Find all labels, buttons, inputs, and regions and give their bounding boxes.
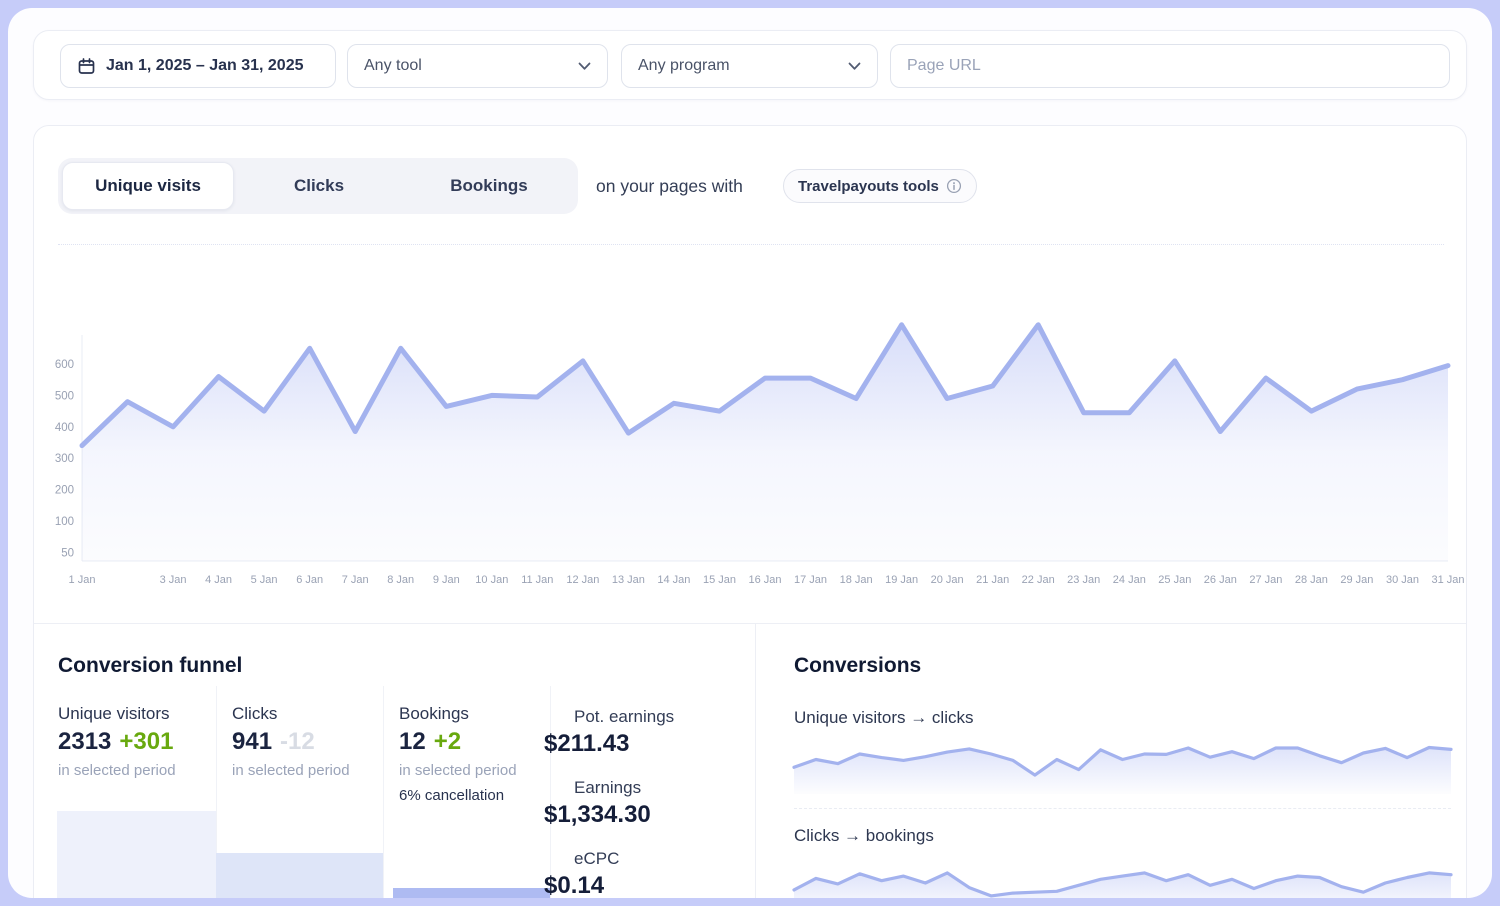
info-icon[interactable] [946,178,962,194]
svg-text:9 Jan: 9 Jan [433,574,460,586]
svg-text:22 Jan: 22 Jan [1022,574,1055,586]
pot-earnings-label: Pot. earnings [574,707,675,726]
svg-text:23 Jan: 23 Jan [1067,574,1100,586]
tool-select[interactable]: Any tool [347,44,608,88]
sections-divider [34,623,1466,624]
svg-text:4 Jan: 4 Jan [205,574,232,586]
svg-text:3 Jan: 3 Jan [160,574,187,586]
cancellation-note: 6% cancellation [399,787,505,804]
dashboard-app: Jan 1, 2025 – Jan 31, 2025 Any tool Any … [8,8,1492,898]
program-select-value: Any program [638,57,730,74]
stat-caption: in selected period [399,762,517,779]
ecpc-value: $0.14 [544,872,605,898]
conversions-divider [794,808,1451,809]
funnel-bar-clicks [216,853,383,898]
svg-text:300: 300 [55,453,74,465]
svg-text:15 Jan: 15 Jan [703,574,736,586]
funnel-column-divider [550,686,551,898]
stat-label: Clicks [232,704,278,723]
svg-text:14 Jan: 14 Jan [657,574,690,586]
stat-delta: +2 [433,728,462,755]
conversions-title: Conversions [794,654,922,677]
svg-text:21 Jan: 21 Jan [976,574,1009,586]
tabs-suffix-text: on your pages with [596,175,743,196]
svg-text:30 Jan: 30 Jan [1386,574,1419,586]
svg-text:17 Jan: 17 Jan [794,574,827,586]
stat-caption: in selected period [232,762,350,779]
svg-text:26 Jan: 26 Jan [1204,574,1237,586]
stat-value: 2313 [58,728,112,755]
svg-text:6 Jan: 6 Jan [296,574,323,586]
stat-caption: in selected period [58,762,176,779]
svg-text:28 Jan: 28 Jan [1295,574,1328,586]
svg-text:1 Jan: 1 Jan [69,574,96,586]
tab-clicks[interactable]: Clicks [293,176,345,195]
earnings-label: Earnings [574,778,642,797]
funnel-bar-visitors [57,811,216,898]
svg-text:100: 100 [55,516,74,528]
travelpayouts-tools-badge[interactable]: Travelpayouts tools [783,169,977,203]
chevron-down-icon [848,62,861,71]
page-url-input[interactable] [907,57,1433,75]
svg-text:8 Jan: 8 Jan [387,574,414,586]
svg-text:7 Jan: 7 Jan [342,574,369,586]
metric-tabs: Unique visits Clicks Bookings [58,158,578,214]
svg-text:600: 600 [55,359,74,371]
page-url-field [890,44,1450,88]
stat-label: Unique visitors [58,704,170,723]
svg-text:13 Jan: 13 Jan [612,574,645,586]
svg-text:50: 50 [61,547,74,559]
stat-label: Bookings [399,704,469,723]
svg-text:18 Jan: 18 Jan [840,574,873,586]
date-range-value: Jan 1, 2025 – Jan 31, 2025 [106,57,304,74]
svg-text:400: 400 [55,422,74,434]
svg-text:16 Jan: 16 Jan [748,574,781,586]
svg-text:5 Jan: 5 Jan [251,574,278,586]
svg-text:12 Jan: 12 Jan [566,574,599,586]
conversion-funnel-title: Conversion funnel [58,654,243,677]
stat-value: 12 [399,728,426,755]
program-select[interactable]: Any program [621,44,878,88]
svg-text:500: 500 [55,390,74,402]
stat-delta: -12 [280,728,315,755]
earnings-value: $1,334.30 [544,801,651,828]
svg-text:29 Jan: 29 Jan [1340,574,1373,586]
svg-text:24 Jan: 24 Jan [1113,574,1146,586]
stat-unique-visitors: Unique visitors 2313 +301 in selected per… [58,704,176,779]
chevron-down-icon [578,62,591,71]
visitors-to-clicks-label: Unique visitors → clicks [794,708,974,727]
visits-chart: 600 500 400 300 200 100 50 1 Jan 3 Jan 4 Jan 5 Jan… [48,321,1465,587]
ecpc-label: eCPC [574,849,620,868]
visitors-to-clicks-sparkline [792,738,1453,794]
pot-earnings-value: $211.43 [544,730,630,757]
visits-chart-svg: 600 500 400 300 200 100 50 1 Jan 3 Jan 4 Jan 5 Jan… [55,322,1465,586]
analytics-card: Unique visits Clicks Bookings on your pa… [33,125,1467,898]
svg-text:19 Jan: 19 Jan [885,574,918,586]
clicks-to-bookings-label: Clicks → bookings [794,826,934,845]
funnel-column-divider [216,686,217,898]
tool-select-value: Any tool [364,57,422,74]
tab-unique-visits[interactable]: Unique visits [62,162,234,210]
date-range-picker[interactable]: Jan 1, 2025 – Jan 31, 2025 [60,44,336,88]
calendar-icon [77,57,96,76]
tab-bookings[interactable]: Bookings [450,176,528,195]
stat-clicks: Clicks 941 -12 in selected period [232,704,350,779]
filter-bar: Jan 1, 2025 – Jan 31, 2025 Any tool Any … [33,30,1467,100]
svg-text:31 Jan: 31 Jan [1431,574,1464,586]
funnel-bar-bookings [393,888,550,898]
stat-bookings: Bookings 12 +2 in selected period 6% canc… [399,704,517,804]
tabs-divider [58,244,1444,245]
svg-text:20 Jan: 20 Jan [931,574,964,586]
clicks-to-bookings-sparkline [792,856,1453,898]
badge-label: Travelpayouts tools [798,177,939,195]
panels-divider [755,623,756,898]
svg-text:200: 200 [55,485,74,497]
svg-text:27 Jan: 27 Jan [1249,574,1282,586]
svg-text:25 Jan: 25 Jan [1158,574,1191,586]
svg-text:11 Jan: 11 Jan [521,574,553,586]
stat-delta: +301 [119,728,174,755]
stat-value: 941 [232,728,273,755]
svg-text:10 Jan: 10 Jan [475,574,508,586]
funnel-column-divider [383,686,384,898]
